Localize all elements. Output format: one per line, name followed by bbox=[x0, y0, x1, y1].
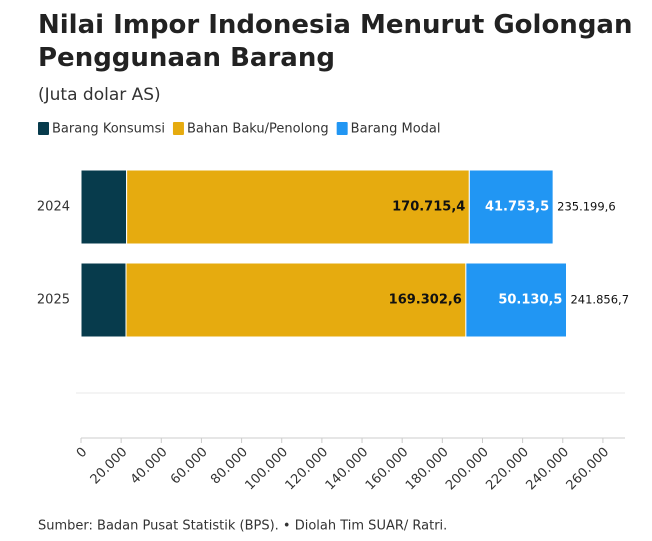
bar-segment bbox=[125, 262, 467, 338]
legend-label: Barang Konsumsi bbox=[52, 122, 165, 137]
data-label: 50.130,5 bbox=[498, 293, 562, 308]
x-tick-label: 100.000 bbox=[242, 445, 291, 494]
data-label: 169.302,6 bbox=[389, 293, 462, 308]
source: Sumber: Badan Pusat Statistik (BPS). • D… bbox=[38, 519, 447, 534]
data-label: 170.715,4 bbox=[392, 200, 465, 215]
chart-title: Nilai Impor Indonesia Menurut Golongan Pe… bbox=[38, 10, 632, 73]
bar-segment bbox=[465, 262, 567, 338]
x-tick-label: 260.000 bbox=[564, 445, 613, 494]
legend-label: Barang Modal bbox=[351, 122, 441, 137]
bar-segment bbox=[80, 262, 127, 338]
y-tick-label: 2025 bbox=[37, 293, 70, 308]
bar-segment bbox=[80, 169, 128, 245]
bar-segment bbox=[126, 169, 470, 245]
x-tick-label: 200.000 bbox=[443, 445, 492, 494]
x-tick-label: 0 bbox=[74, 445, 90, 461]
legend-swatch bbox=[172, 122, 184, 135]
legend-swatch bbox=[336, 122, 348, 135]
total-label: 235.199,6 bbox=[557, 200, 616, 214]
data-label: 41.753,5 bbox=[485, 200, 549, 215]
y-tick-label: 2024 bbox=[37, 200, 70, 215]
x-tick-label: 60.000 bbox=[168, 445, 211, 488]
x-tick-label: 40.000 bbox=[128, 445, 171, 488]
x-tick-label: 160.000 bbox=[363, 445, 412, 494]
bar-segment bbox=[468, 169, 554, 245]
legend-swatch bbox=[38, 122, 49, 135]
x-tick-label: 220.000 bbox=[483, 445, 532, 494]
x-tick-label: 20.000 bbox=[88, 445, 131, 488]
total-label: 241.856,7 bbox=[570, 293, 629, 307]
x-tick-label: 120.000 bbox=[283, 445, 332, 494]
legend-label: Bahan Baku/Penolong bbox=[187, 122, 329, 137]
x-tick-label: 240.000 bbox=[523, 445, 572, 494]
x-tick-label: 140.000 bbox=[323, 445, 372, 494]
x-tick-label: 180.000 bbox=[403, 445, 452, 494]
chart-subtitle: (Juta dolar AS) bbox=[38, 85, 161, 105]
